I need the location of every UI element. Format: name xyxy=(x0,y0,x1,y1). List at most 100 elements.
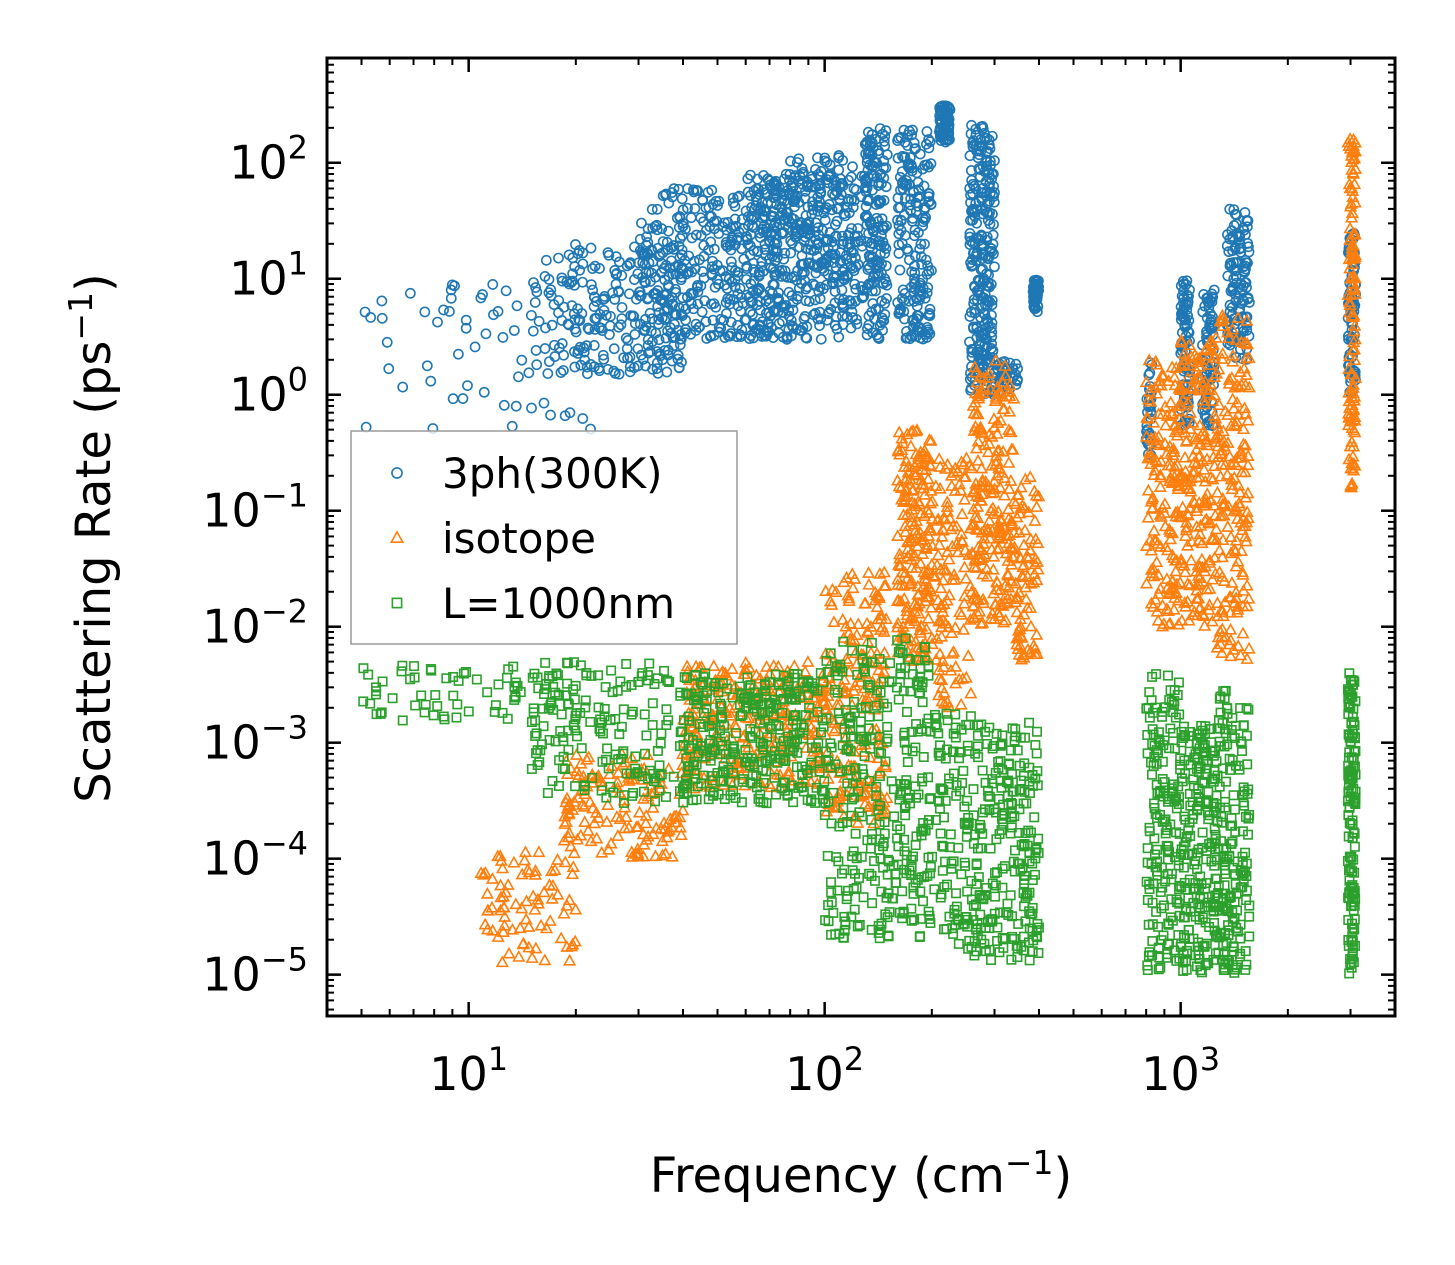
data-point xyxy=(809,308,821,319)
data-point xyxy=(365,311,377,323)
data-point xyxy=(711,259,723,271)
data-point xyxy=(1240,229,1251,240)
data-point xyxy=(707,659,721,672)
data-point xyxy=(636,791,651,804)
data-point xyxy=(513,371,524,383)
data-point xyxy=(752,285,764,297)
data-point xyxy=(937,125,949,137)
data-point xyxy=(679,327,691,339)
data-point xyxy=(986,295,998,306)
data-point xyxy=(839,652,853,665)
data-point xyxy=(376,312,388,324)
data-point xyxy=(602,842,616,855)
data-point xyxy=(787,177,799,189)
data-point xyxy=(758,226,769,238)
data-point xyxy=(608,365,620,377)
data-point xyxy=(986,299,998,311)
data-point xyxy=(553,252,564,264)
data-point xyxy=(571,790,585,803)
data-point xyxy=(632,360,644,372)
data-point xyxy=(967,203,979,215)
data-point xyxy=(824,159,836,171)
data-point xyxy=(917,220,929,232)
data-point xyxy=(597,349,609,361)
data-point xyxy=(1178,278,1190,290)
data-point xyxy=(779,265,791,277)
data-point xyxy=(738,778,752,791)
data-point xyxy=(1182,299,1193,311)
data-point xyxy=(781,333,793,345)
data-point xyxy=(767,263,779,274)
data-point xyxy=(822,268,834,280)
data-point xyxy=(799,741,813,753)
data-point xyxy=(1238,295,1250,307)
data-markers xyxy=(358,100,1363,979)
data-point xyxy=(666,242,677,254)
data-point xyxy=(1181,319,1193,331)
data-point xyxy=(637,248,648,260)
data-point xyxy=(972,152,984,164)
data-point xyxy=(880,125,892,137)
data-point xyxy=(1197,306,1209,318)
data-point xyxy=(905,205,917,217)
data-point xyxy=(801,655,815,667)
data-point xyxy=(713,195,725,207)
data-point xyxy=(564,939,579,952)
data-point xyxy=(847,633,861,646)
data-point xyxy=(359,306,371,318)
data-point xyxy=(815,333,827,345)
data-point xyxy=(763,318,775,330)
data-point xyxy=(921,287,933,299)
data-point xyxy=(581,823,595,836)
data-point xyxy=(577,413,589,424)
data-point xyxy=(771,221,783,233)
data-point xyxy=(850,184,862,196)
data-point xyxy=(965,189,976,201)
data-point xyxy=(908,137,920,149)
data-point xyxy=(636,217,647,229)
data-point xyxy=(620,332,632,344)
data-point xyxy=(528,864,543,876)
data-point xyxy=(802,181,813,193)
data-point xyxy=(563,278,575,290)
data-point xyxy=(782,222,794,234)
data-point xyxy=(842,594,856,606)
data-point xyxy=(639,324,651,336)
data-point xyxy=(823,250,834,262)
data-point xyxy=(562,826,576,838)
data-point xyxy=(615,319,627,331)
data-point xyxy=(800,332,812,343)
data-point xyxy=(573,314,585,325)
data-point xyxy=(589,313,601,324)
data-point xyxy=(673,302,685,314)
data-point xyxy=(585,242,597,254)
data-point xyxy=(720,236,732,248)
data-point xyxy=(852,223,864,234)
data-point xyxy=(664,322,676,334)
data-point xyxy=(851,617,865,630)
data-point xyxy=(685,298,697,309)
data-point xyxy=(791,157,803,168)
data-point xyxy=(646,313,658,325)
data-point xyxy=(861,329,873,341)
data-point xyxy=(1224,306,1236,317)
data-point xyxy=(812,152,823,164)
data-point xyxy=(878,155,890,167)
data-point xyxy=(736,324,748,336)
data-point xyxy=(977,239,989,251)
data-point xyxy=(898,124,910,136)
data-point xyxy=(587,263,598,274)
data-point xyxy=(925,158,937,170)
data-point xyxy=(934,104,946,116)
data-point xyxy=(640,277,651,289)
data-point xyxy=(639,259,651,270)
data-point xyxy=(505,922,520,935)
data-point xyxy=(672,349,684,361)
data-point xyxy=(825,303,837,315)
data-point xyxy=(725,662,739,674)
data-point xyxy=(1228,220,1240,231)
data-point xyxy=(892,152,904,164)
data-point xyxy=(984,187,996,199)
data-point xyxy=(697,266,709,277)
data-point xyxy=(873,764,888,777)
